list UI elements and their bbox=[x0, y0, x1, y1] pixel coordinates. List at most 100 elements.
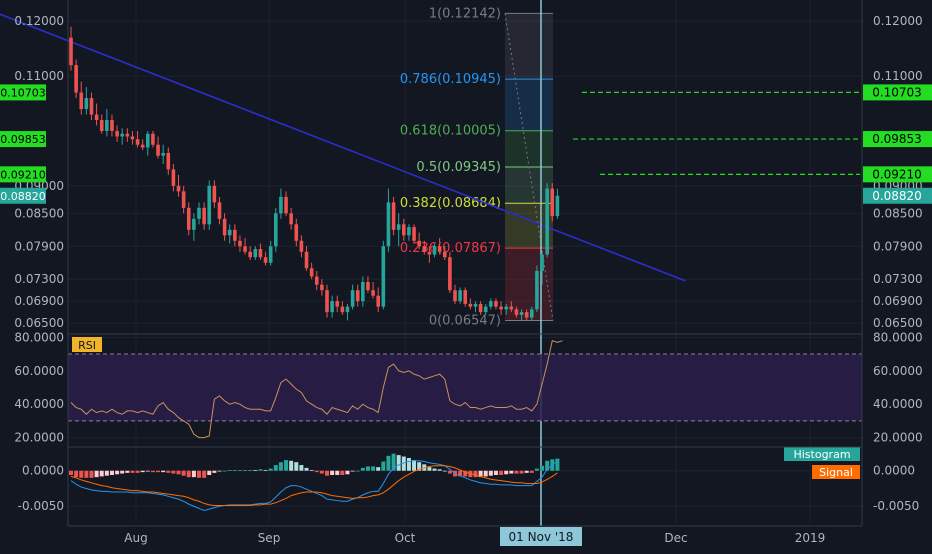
candle-body[interactable] bbox=[371, 290, 375, 296]
candle-body[interactable] bbox=[151, 133, 155, 145]
candle-body[interactable] bbox=[555, 195, 560, 217]
candle-body[interactable] bbox=[279, 196, 283, 214]
candle-body[interactable] bbox=[514, 309, 519, 315]
candle-body[interactable] bbox=[181, 191, 186, 208]
candle-body[interactable] bbox=[79, 92, 84, 110]
candle-body[interactable] bbox=[345, 306, 350, 313]
candle-body[interactable] bbox=[248, 251, 252, 258]
candle-body[interactable] bbox=[530, 309, 534, 318]
candle-body[interactable] bbox=[494, 301, 498, 307]
candle-body[interactable] bbox=[550, 188, 555, 217]
candle-body[interactable] bbox=[135, 139, 140, 145]
candle-body[interactable] bbox=[509, 306, 514, 310]
candle-body[interactable] bbox=[110, 120, 114, 131]
candle-body[interactable] bbox=[432, 246, 437, 255]
candle-body[interactable] bbox=[146, 133, 150, 148]
candle-body[interactable] bbox=[407, 227, 411, 236]
candle-body[interactable] bbox=[99, 120, 104, 131]
candle-body[interactable] bbox=[402, 224, 406, 236]
candle-body[interactable] bbox=[535, 270, 539, 310]
candle-body[interactable] bbox=[268, 246, 273, 263]
rsi-pane[interactable]: RSI bbox=[68, 337, 862, 439]
candle-body[interactable] bbox=[330, 301, 334, 313]
candle-body[interactable] bbox=[74, 65, 78, 93]
candle-body[interactable] bbox=[386, 202, 391, 247]
candle-body[interactable] bbox=[69, 37, 73, 66]
candle-body[interactable] bbox=[355, 290, 360, 302]
candle-body[interactable] bbox=[130, 136, 135, 140]
candle-body[interactable] bbox=[412, 227, 416, 241]
macd-pane[interactable]: Histogram Signal bbox=[69, 447, 860, 512]
candle-body[interactable] bbox=[453, 290, 457, 302]
candle-body[interactable] bbox=[545, 188, 549, 255]
candle-body[interactable] bbox=[125, 133, 130, 137]
candle-body[interactable] bbox=[540, 254, 544, 271]
candle-body[interactable] bbox=[166, 152, 171, 170]
candle-body[interactable] bbox=[489, 301, 493, 307]
candle-body[interactable] bbox=[192, 218, 196, 230]
trendline[interactable] bbox=[0, 2, 686, 282]
candle-body[interactable] bbox=[504, 306, 508, 310]
candle-body[interactable] bbox=[156, 144, 160, 156]
candle-body[interactable] bbox=[396, 224, 401, 230]
candle-body[interactable] bbox=[120, 133, 124, 137]
candle-body[interactable] bbox=[212, 185, 217, 203]
candle-body[interactable] bbox=[442, 251, 447, 258]
candle-body[interactable] bbox=[233, 229, 237, 241]
candle-body[interactable] bbox=[222, 218, 227, 236]
candle-body[interactable] bbox=[320, 284, 324, 291]
candle-body[interactable] bbox=[437, 246, 442, 252]
candle-body[interactable] bbox=[258, 249, 263, 258]
candle-body[interactable] bbox=[94, 114, 99, 121]
candle-body[interactable] bbox=[263, 257, 268, 263]
candle-body[interactable] bbox=[458, 290, 462, 302]
candle-body[interactable] bbox=[309, 268, 314, 277]
descending-trendline[interactable] bbox=[0, 2, 686, 282]
candle-body[interactable] bbox=[202, 207, 206, 225]
candle-body[interactable] bbox=[304, 251, 309, 269]
candles[interactable] bbox=[69, 26, 560, 321]
candle-body[interactable] bbox=[468, 303, 473, 307]
candle-body[interactable] bbox=[161, 152, 165, 156]
candle-body[interactable] bbox=[314, 276, 319, 285]
candle-body[interactable] bbox=[325, 290, 329, 313]
rsi-line[interactable] bbox=[70, 340, 563, 439]
candle-body[interactable] bbox=[483, 306, 488, 313]
candle-body[interactable] bbox=[524, 312, 529, 318]
candle-body[interactable] bbox=[299, 240, 304, 252]
candle-body[interactable] bbox=[227, 229, 232, 236]
candle-body[interactable] bbox=[473, 303, 478, 307]
candle-body[interactable] bbox=[284, 196, 288, 214]
candle-body[interactable] bbox=[115, 130, 119, 137]
candle-body[interactable] bbox=[376, 295, 380, 307]
candle-body[interactable] bbox=[361, 281, 365, 302]
candle-body[interactable] bbox=[89, 98, 94, 115]
candle-body[interactable] bbox=[427, 251, 432, 255]
candle-body[interactable] bbox=[176, 185, 181, 192]
candle-body[interactable] bbox=[499, 306, 503, 310]
candle-body[interactable] bbox=[519, 312, 524, 315]
candle-body[interactable] bbox=[140, 144, 145, 148]
candle-body[interactable] bbox=[463, 290, 468, 304]
candle-body[interactable] bbox=[217, 202, 222, 219]
candle-body[interactable] bbox=[366, 281, 370, 291]
candle-body[interactable] bbox=[84, 98, 89, 110]
candle-body[interactable] bbox=[422, 246, 427, 252]
candle-body[interactable] bbox=[253, 249, 258, 258]
candle-body[interactable] bbox=[381, 246, 386, 307]
candle-body[interactable] bbox=[448, 257, 452, 291]
candle-body[interactable] bbox=[105, 120, 109, 131]
candle-body[interactable] bbox=[350, 290, 355, 307]
candle-body[interactable] bbox=[207, 185, 212, 225]
resistance-levels[interactable] bbox=[573, 91, 860, 175]
candle-body[interactable] bbox=[171, 169, 176, 186]
candle-body[interactable] bbox=[243, 246, 247, 252]
candle-body[interactable] bbox=[478, 303, 483, 313]
candle-body[interactable] bbox=[186, 207, 191, 230]
signal-line[interactable] bbox=[70, 465, 558, 507]
candle-body[interactable] bbox=[340, 306, 345, 313]
candle-body[interactable] bbox=[238, 240, 242, 247]
candle-body[interactable] bbox=[294, 224, 299, 241]
